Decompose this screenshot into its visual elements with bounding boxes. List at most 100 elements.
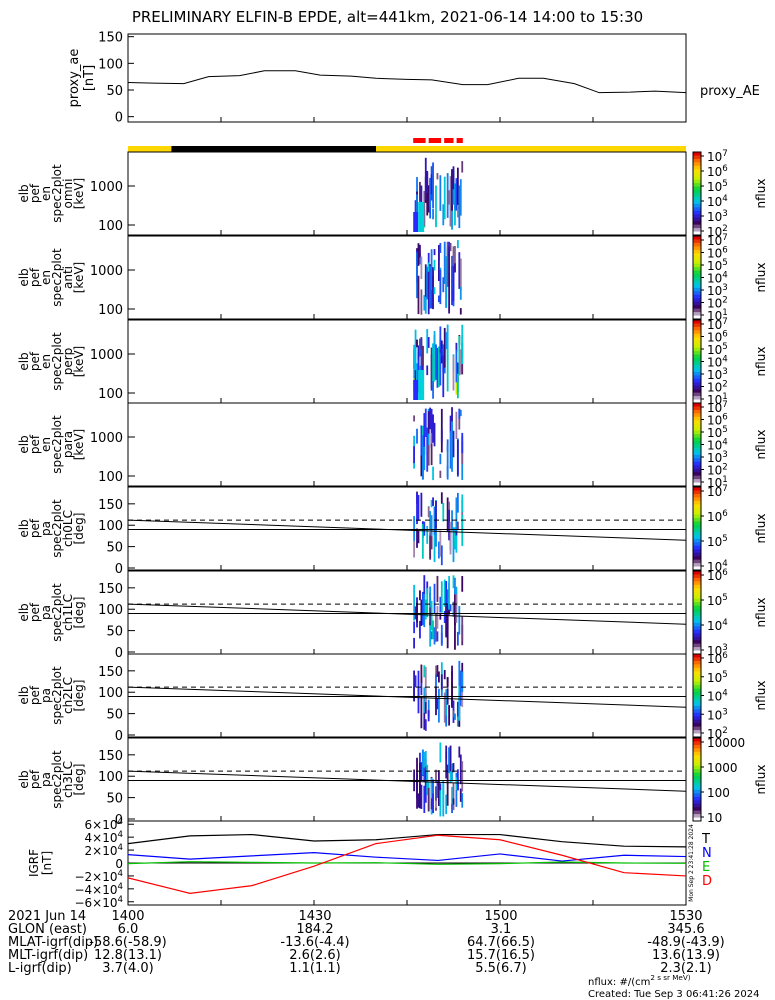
spectrogram-streak (432, 466, 434, 481)
colorbar-segment (693, 249, 701, 254)
spectrogram-streak (416, 252, 418, 299)
colorbar-tick-label: 101 (707, 392, 728, 407)
colorbar-segment (693, 228, 701, 233)
colorbar-segment (693, 552, 701, 557)
colorbar-tick-label: 106 (707, 413, 728, 428)
spectrogram-streak (456, 521, 459, 530)
spectrogram-streak (438, 770, 440, 806)
spectrogram-streak (452, 527, 455, 563)
colorbar-segment (693, 396, 701, 401)
colorbar-segment (693, 681, 701, 686)
spectrogram-streak (461, 324, 464, 365)
spectrogram-panel: 1001000elbpefenspec2plotperp[keV]1011021… (17, 317, 768, 407)
y-axis-label: elb (17, 603, 31, 621)
spectrogram-streak (430, 600, 433, 631)
legend-label: D (702, 874, 712, 889)
y-axis-label: en (39, 354, 53, 369)
spectrogram-streak (451, 421, 453, 461)
colorbar-segment (693, 385, 701, 390)
colorbar-segment (693, 263, 701, 268)
colorbar-segment (693, 640, 701, 645)
colorbar-segment (693, 584, 701, 589)
spectrogram-streak (456, 769, 459, 790)
spectrogram-streak (456, 167, 459, 203)
colorbar-segment (693, 817, 701, 822)
colorbar-segment (693, 461, 701, 466)
spectrogram-streak (413, 670, 415, 701)
spectrogram-streak (448, 747, 451, 774)
y-tick-label: 0 (115, 646, 123, 661)
flux-patch (418, 370, 425, 400)
spectrogram-streak (458, 252, 461, 289)
spectrogram-streak (429, 265, 432, 309)
spectrogram-streak (432, 343, 434, 355)
colorbar-segment (693, 179, 701, 184)
spectrogram-streak (448, 190, 451, 205)
spectrogram-streak (427, 445, 430, 466)
y-axis-label: en (39, 186, 53, 201)
panel-background (128, 571, 686, 654)
colorbar-tick-label: 105 (707, 425, 728, 440)
spectrogram-streak (427, 709, 430, 722)
colorbar-segment (693, 719, 701, 724)
spectrogram-streak (448, 576, 451, 610)
spectrogram-streak (439, 326, 442, 350)
spectrogram-streak (414, 675, 417, 688)
colorbar-segment (693, 274, 701, 278)
ephemeris-value: 2.3(2.1) (660, 961, 712, 976)
y-axis-label: spec2plot (50, 666, 64, 725)
spectrogram-streak (416, 194, 418, 216)
spectrogram-streak (429, 622, 432, 647)
spectrogram-streak (430, 436, 433, 466)
colorbar-segment (693, 810, 701, 815)
spectrogram-streak (423, 785, 426, 813)
spectrogram-streak (419, 244, 421, 258)
spectrogram-streak (435, 800, 437, 808)
y-axis-label: pef (28, 769, 42, 789)
spectrogram-streak (436, 361, 439, 377)
y-axis-label: [keV] (72, 429, 86, 460)
colorbar-tick-label: 100 (707, 786, 730, 800)
colorbar-segment (693, 748, 701, 753)
spectrogram-streak (459, 788, 462, 802)
colorbar-segment (693, 664, 701, 669)
colorbar-segment (693, 660, 701, 665)
colorbar-segment (693, 420, 701, 425)
y-tick-label: 100 (98, 686, 123, 701)
colorbar-segment (693, 609, 701, 613)
proxy-ae-panel: 0 50 100 150 proxy_ae [nT] proxy_AE (67, 31, 760, 126)
colorbar-segment (693, 786, 701, 791)
spectrogram-streak (426, 581, 429, 594)
spectrogram-streak (414, 606, 417, 620)
spectrogram-streak (417, 243, 420, 266)
y-tick-label: 1000 (90, 431, 123, 446)
spectrogram-streak (438, 688, 440, 723)
colorbar-segment (693, 277, 701, 282)
colorbar-segment (693, 705, 701, 710)
colorbar-segment (693, 685, 701, 690)
spectrogram-streak (461, 576, 464, 592)
ephemeris-value: 184.2 (296, 922, 333, 937)
colorbar-tick-label: 102 (707, 296, 728, 311)
spectrogram-streak (458, 335, 461, 376)
colorbar-tick-label: 107 (707, 233, 728, 248)
colorbar-tick-label: 103 (707, 367, 728, 382)
spectrogram-streak (458, 685, 461, 721)
colorbar-tick-label: 106 (707, 509, 728, 524)
y-axis-label: pef (28, 602, 42, 622)
y-tick-label: 1000 (90, 264, 123, 279)
colorbar-segment (693, 814, 701, 819)
colorbar-segment (693, 320, 701, 324)
creation-stamp: Created: Tue Sep 3 06:41:26 2024 (588, 989, 760, 1000)
spectrogram-streak (430, 432, 433, 444)
colorbar-segment (693, 190, 701, 194)
colorbar-segment (693, 340, 701, 345)
spectrogram-streak (451, 255, 453, 290)
spectrogram-streak (439, 613, 442, 620)
spectrogram-streak (449, 771, 452, 783)
colorbar-segment (693, 236, 701, 240)
spectrogram-streak (426, 172, 429, 216)
colorbar-segment (693, 654, 701, 658)
